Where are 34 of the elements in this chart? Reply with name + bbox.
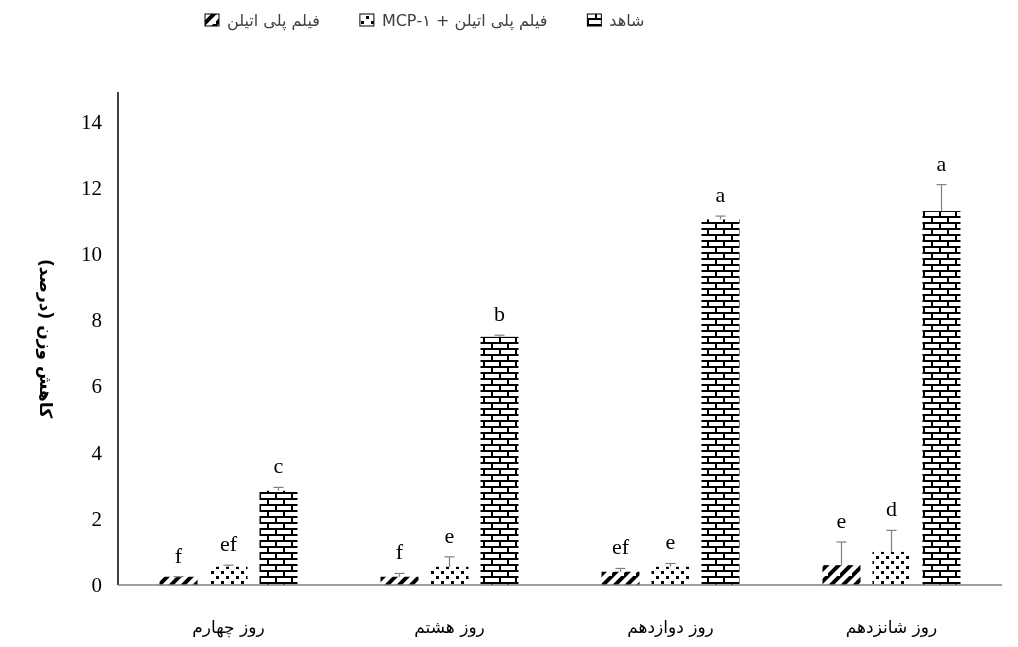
- x-tick-label: روز چهارم: [192, 617, 265, 638]
- annotation: c: [273, 453, 284, 479]
- y-tick-label: 14: [81, 109, 103, 134]
- bar: [259, 490, 298, 585]
- y-tick-label: 2: [91, 506, 102, 531]
- annotation: e: [444, 522, 455, 548]
- bar: [701, 219, 740, 585]
- annotation: ef: [219, 531, 238, 557]
- bar: [480, 336, 519, 585]
- annotation: d: [886, 496, 897, 522]
- y-tick-label: 0: [91, 573, 102, 597]
- legend-label: فیلم پلی اتیلن + ۱-MCP: [381, 11, 548, 31]
- bar: [601, 571, 640, 585]
- x-tick-label: روز هشتم: [414, 617, 485, 638]
- annotation: ef: [611, 534, 630, 560]
- annotation: e: [836, 507, 847, 533]
- annotation: b: [494, 301, 505, 327]
- x-tick-label: روز دوازدهم: [627, 617, 714, 638]
- legend-label: شاهد: [609, 11, 645, 30]
- legend-label: فیلم پلی اتیلن: [227, 11, 320, 31]
- annotation: f: [395, 539, 404, 565]
- y-tick-label: 4: [91, 440, 103, 465]
- y-tick-label: 10: [81, 242, 102, 267]
- annotation: a: [715, 182, 726, 208]
- y-tick-label: 12: [81, 175, 102, 200]
- y-axis-title: کاهش وزن (درصد): [35, 258, 56, 419]
- annotation: f: [174, 542, 183, 568]
- y-tick-label: 6: [91, 374, 102, 399]
- annotation: e: [665, 529, 676, 555]
- y-tick-label: 8: [91, 308, 102, 333]
- annotation: a: [936, 150, 947, 176]
- x-tick-label: روز شانزدهم: [845, 617, 938, 638]
- bar: [822, 565, 861, 585]
- bar: [922, 211, 961, 585]
